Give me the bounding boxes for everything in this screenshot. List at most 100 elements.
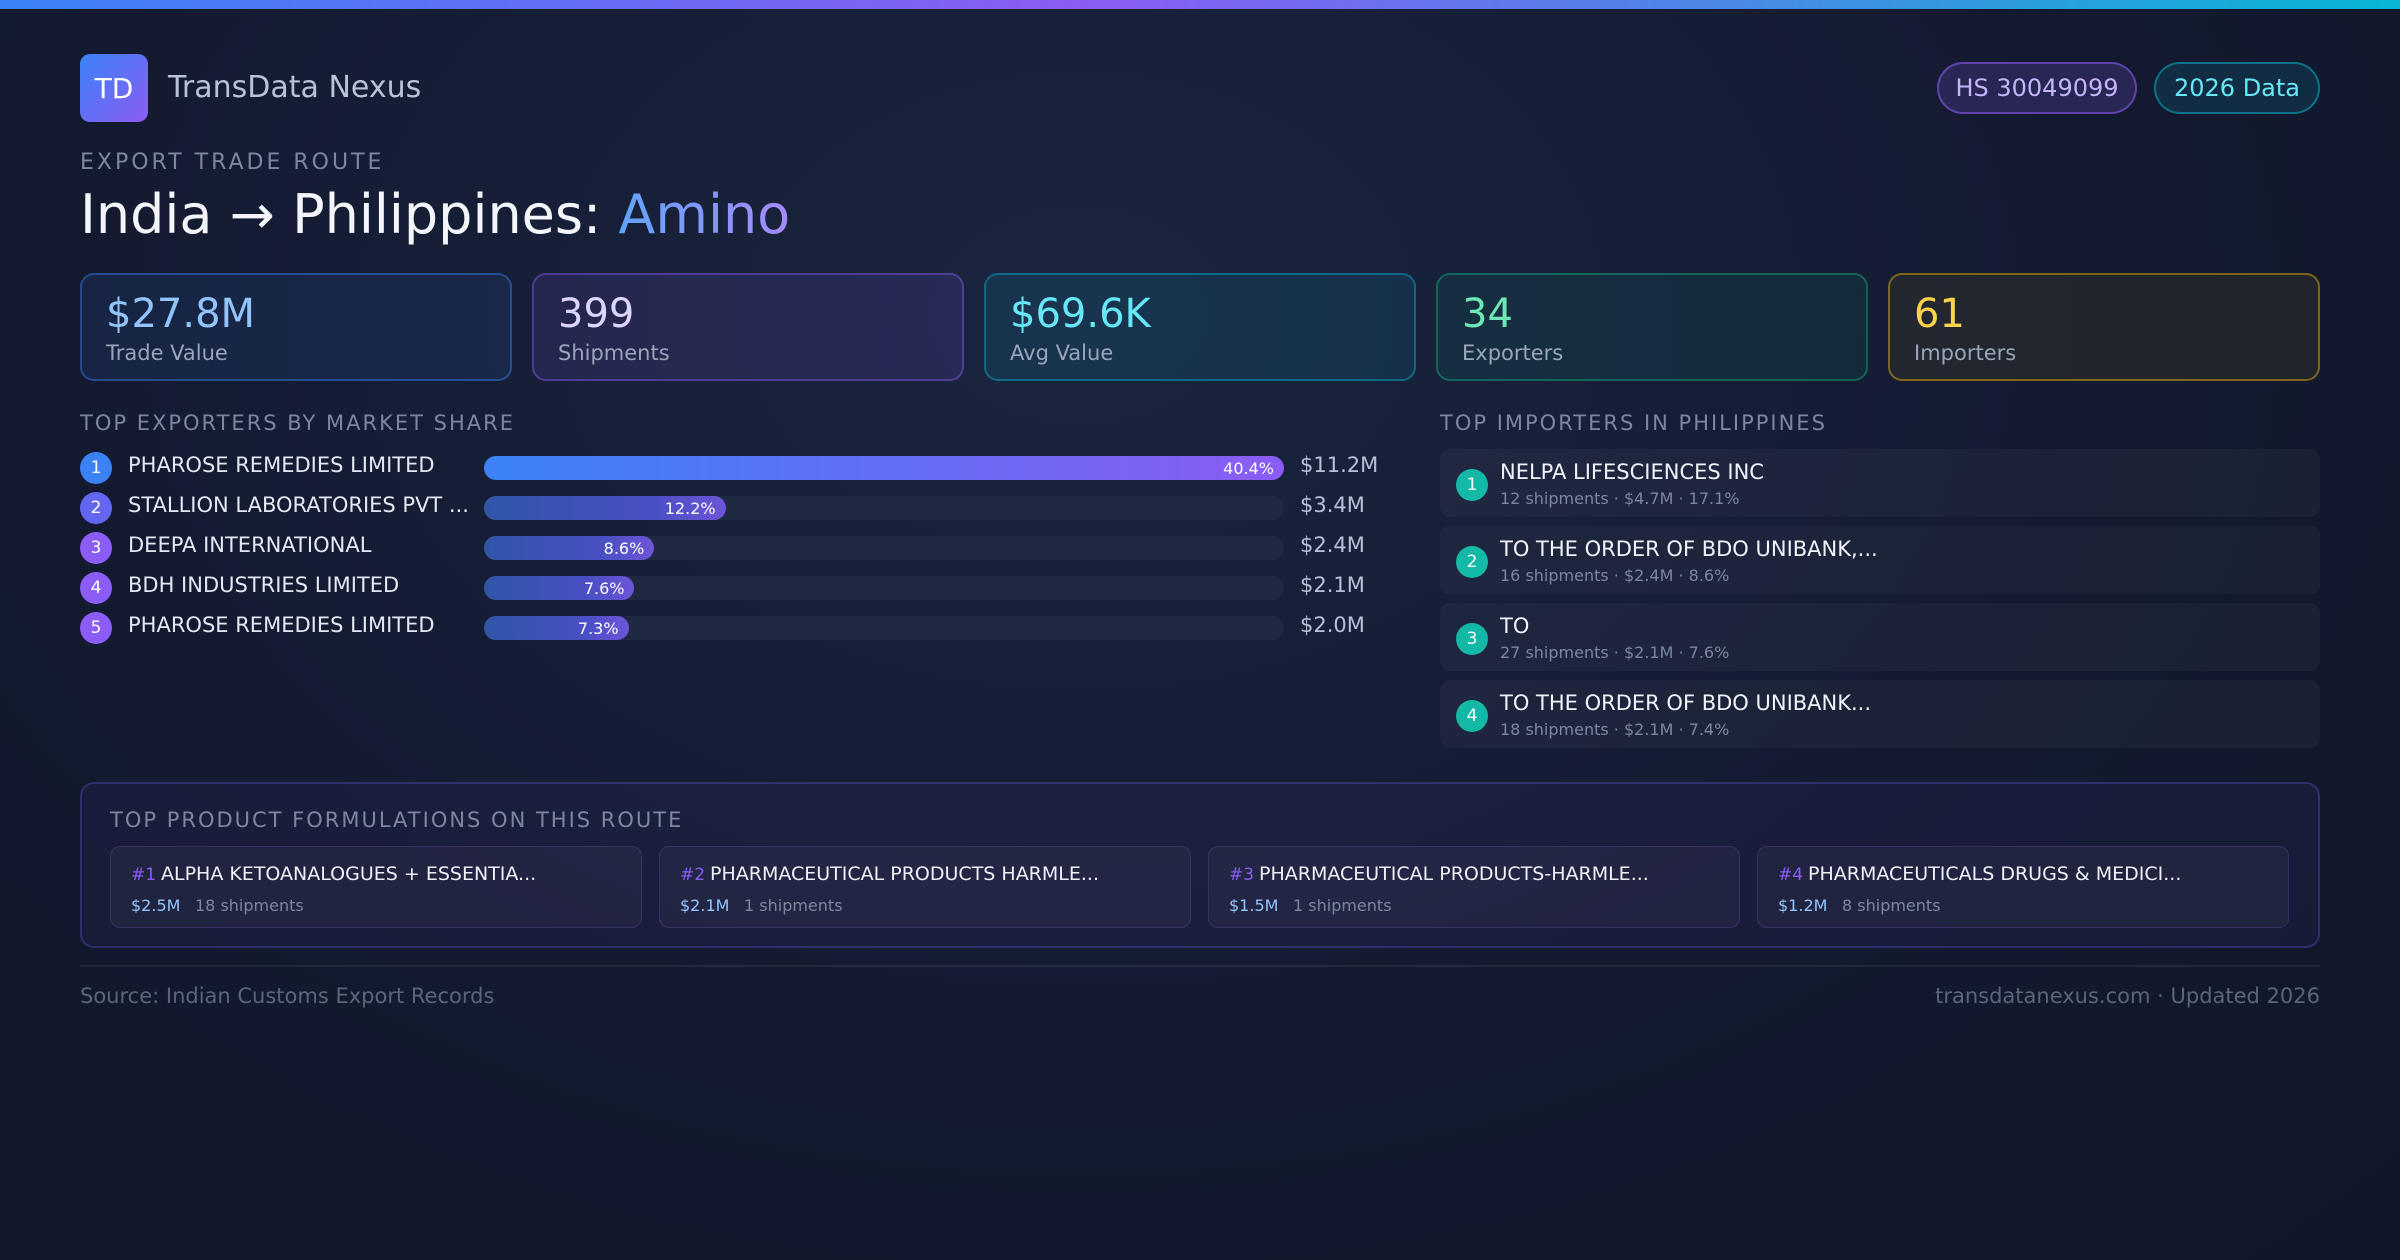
stat-value: 34 xyxy=(1462,291,1513,337)
exporter-value: $2.1M xyxy=(1300,573,1365,597)
rank-badge: 1 xyxy=(80,452,112,484)
product-value: $2.5M xyxy=(131,896,181,915)
exporter-name: PHAROSE REMEDIES LIMITED xyxy=(128,453,435,477)
exporter-name: BDH INDUSTRIES LIMITED xyxy=(128,573,400,597)
product-card[interactable]: #3 PHARMACEUTICAL PRODUCTS-HARMLE... $1.… xyxy=(1208,846,1740,928)
stat-value: 399 xyxy=(558,291,635,337)
exporter-row[interactable]: 3 DEEPA INTERNATIONAL 8.6% $2.4M xyxy=(80,528,1420,568)
exporter-row[interactable]: 5 PHAROSE REMEDIES LIMITED 7.3% $2.0M xyxy=(80,608,1420,648)
importers-list: 1 NELPA LIFESCIENCES INC 12 shipments · … xyxy=(1440,449,2320,757)
exporter-row[interactable]: 4 BDH INDUSTRIES LIMITED 7.6% $2.1M xyxy=(80,568,1420,608)
rank-badge: 2 xyxy=(80,492,112,524)
product-name: ALPHA KETOANALOGUES + ESSENTIA... xyxy=(161,863,537,885)
stat-card-shipments: 399 Shipments xyxy=(532,273,964,381)
share-bar-fill: 8.6% xyxy=(484,536,655,560)
top-accent-bar xyxy=(0,0,2400,9)
product-value: $1.2M xyxy=(1778,896,1828,915)
exporter-row[interactable]: 1 PHAROSE REMEDIES LIMITED 40.4% $11.2M xyxy=(80,448,1420,488)
importer-meta: 16 shipments · $2.4M · 8.6% xyxy=(1500,566,1730,585)
exporter-name: STALLION LABORATORIES PVT ... xyxy=(128,493,469,517)
importer-meta: 27 shipments · $2.1M · 7.6% xyxy=(1500,643,1730,662)
importer-card[interactable]: 2 TO THE ORDER OF BDO UNIBANK,... 16 shi… xyxy=(1440,526,2320,594)
product-shipments: 1 shipments xyxy=(1293,896,1392,915)
importer-name: TO xyxy=(1500,614,1530,638)
share-bar-track: 7.6% xyxy=(484,576,1284,600)
stat-value: $69.6K xyxy=(1010,291,1151,337)
exporter-name: PHAROSE REMEDIES LIMITED xyxy=(128,613,435,637)
exporter-value: $3.4M xyxy=(1300,493,1365,517)
importer-card[interactable]: 4 TO THE ORDER OF BDO UNIBANK... 18 ship… xyxy=(1440,680,2320,748)
exporter-name: DEEPA INTERNATIONAL xyxy=(128,533,372,557)
products-heading: TOP PRODUCT FORMULATIONS ON THIS ROUTE xyxy=(110,808,684,832)
exporters-heading: TOP EXPORTERS BY MARKET SHARE xyxy=(80,411,516,435)
stat-label: Shipments xyxy=(558,341,670,365)
product-shipments: 1 shipments xyxy=(744,896,843,915)
stat-card-importers: 61 Importers xyxy=(1888,273,2320,381)
exporter-value: $11.2M xyxy=(1300,453,1379,477)
importer-meta: 18 shipments · $2.1M · 7.4% xyxy=(1500,720,1730,739)
logo-badge: TD xyxy=(80,54,148,122)
title-product: Amino xyxy=(618,183,791,246)
product-value: $1.5M xyxy=(1229,896,1279,915)
product-rank: #4 xyxy=(1778,865,1804,885)
share-bar-fill: 7.6% xyxy=(484,576,635,600)
rank-badge: 3 xyxy=(1456,623,1488,655)
stat-card-avg-value: $69.6K Avg Value xyxy=(984,273,1416,381)
rank-badge: 4 xyxy=(1456,700,1488,732)
share-percent: 40.4% xyxy=(1223,459,1274,478)
rank-badge: 5 xyxy=(80,612,112,644)
product-shipments: 8 shipments xyxy=(1842,896,1941,915)
exporter-row[interactable]: 2 STALLION LABORATORIES PVT ... 12.2% $3… xyxy=(80,488,1420,528)
title-route: India → Philippines: xyxy=(80,183,602,246)
footer-site-link[interactable]: transdatanexus.com · Updated 2026 xyxy=(1935,984,2320,1008)
product-shipments: 18 shipments xyxy=(195,896,304,915)
share-bar-track: 40.4% xyxy=(484,456,1284,480)
stats-row: $27.8M Trade Value 399 Shipments $69.6K … xyxy=(80,273,2320,381)
exporter-value: $2.0M xyxy=(1300,613,1365,637)
share-bar-track: 12.2% xyxy=(484,496,1284,520)
importers-heading: TOP IMPORTERS IN PHILIPPINES xyxy=(1440,411,1827,435)
product-rank: #1 xyxy=(131,865,157,885)
share-bar-track: 8.6% xyxy=(484,536,1284,560)
importer-name: TO THE ORDER OF BDO UNIBANK,... xyxy=(1500,537,1878,561)
share-percent: 8.6% xyxy=(603,539,645,558)
header: TD TransData Nexus HS 30049099 2026 Data xyxy=(80,54,2320,122)
share-percent: 7.6% xyxy=(583,579,625,598)
stat-label: Importers xyxy=(1914,341,2017,365)
importer-meta: 12 shipments · $4.7M · 17.1% xyxy=(1500,489,1740,508)
footer-divider xyxy=(80,965,2320,967)
share-percent: 7.3% xyxy=(577,619,619,638)
product-card[interactable]: #1 ALPHA KETOANALOGUES + ESSENTIA... $2.… xyxy=(110,846,642,928)
stat-label: Exporters xyxy=(1462,341,1564,365)
share-percent: 12.2% xyxy=(664,499,716,518)
brand-name: TransData Nexus xyxy=(168,70,422,105)
rank-badge: 2 xyxy=(1456,546,1488,578)
route-eyebrow: EXPORT TRADE ROUTE xyxy=(80,150,385,175)
product-card[interactable]: #4 PHARMACEUTICALS DRUGS & MEDICI... $1.… xyxy=(1757,846,2289,928)
stat-card-trade-value: $27.8M Trade Value xyxy=(80,273,512,381)
hs-code-badge[interactable]: HS 30049099 xyxy=(1937,62,2137,114)
rank-badge: 4 xyxy=(80,572,112,604)
product-name: PHARMACEUTICAL PRODUCTS HARMLE... xyxy=(710,863,1099,885)
product-card[interactable]: #2 PHARMACEUTICAL PRODUCTS HARMLE... $2.… xyxy=(659,846,1191,928)
product-name: PHARMACEUTICAL PRODUCTS-HARMLE... xyxy=(1259,863,1649,885)
importer-card[interactable]: 1 NELPA LIFESCIENCES INC 12 shipments · … xyxy=(1440,449,2320,517)
exporter-value: $2.4M xyxy=(1300,533,1365,557)
stat-value: 61 xyxy=(1914,291,1965,337)
importer-name: NELPA LIFESCIENCES INC xyxy=(1500,460,1764,484)
exporters-list: 1 PHAROSE REMEDIES LIMITED 40.4% $11.2M … xyxy=(80,448,1420,648)
importer-card[interactable]: 3 TO 27 shipments · $2.1M · 7.6% xyxy=(1440,603,2320,671)
product-rank: #2 xyxy=(680,865,706,885)
data-year-badge[interactable]: 2026 Data xyxy=(2154,62,2320,114)
importer-name: TO THE ORDER OF BDO UNIBANK... xyxy=(1500,691,1872,715)
products-panel: TOP PRODUCT FORMULATIONS ON THIS ROUTE #… xyxy=(80,782,2320,948)
page-title: India → Philippines: Amino xyxy=(80,183,790,246)
share-bar-fill: 7.3% xyxy=(484,616,629,640)
share-bar-fill: 40.4% xyxy=(484,456,1284,480)
stat-label: Trade Value xyxy=(106,341,228,365)
product-rank: #3 xyxy=(1229,865,1255,885)
share-bar-track: 7.3% xyxy=(484,616,1284,640)
stat-label: Avg Value xyxy=(1010,341,1114,365)
share-bar-fill: 12.2% xyxy=(484,496,726,520)
stat-value: $27.8M xyxy=(106,291,256,337)
